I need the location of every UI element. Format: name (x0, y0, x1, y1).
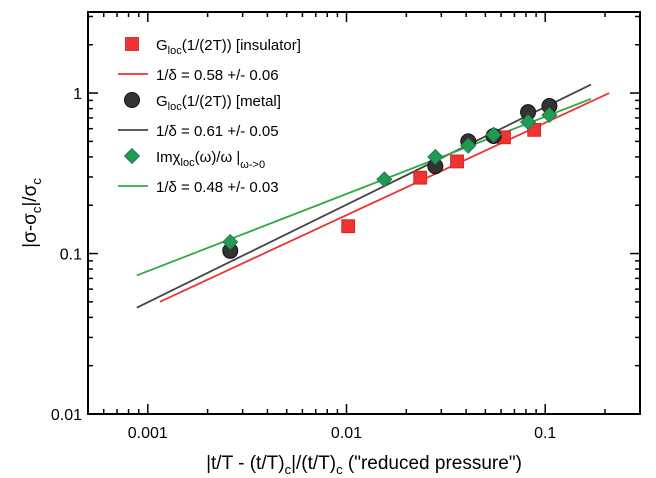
legend: Gloc(1/(2T)) [insulator] 1/δ = 0.58 +/- … (118, 37, 301, 196)
y-tick-label: 1 (73, 86, 82, 103)
y-tick-label: 0.1 (60, 247, 82, 264)
data-point-diamond (460, 137, 477, 154)
legend-marker-square (125, 37, 139, 51)
data-point-square (413, 170, 428, 185)
data-point-square (450, 154, 464, 169)
fit-line (136, 98, 592, 277)
fit-line (136, 83, 592, 309)
x-tick-label: 0.001 (128, 425, 168, 442)
x-tick-label: 0.01 (331, 425, 362, 442)
legend-swatches (118, 37, 148, 187)
y-tick-label: 0.01 (51, 407, 82, 424)
data-point-diamond (427, 148, 444, 165)
x-tick-label: 0.1 (534, 425, 556, 442)
data-points (222, 98, 558, 259)
data-point-diamond (520, 113, 537, 131)
data-point-diamond (541, 106, 558, 124)
legend-label-insulator-fit: 1/δ = 0.58 +/- 0.06 (156, 67, 279, 84)
data-point-square (341, 219, 356, 234)
legend-label-metal-fit: 1/δ = 0.61 +/- 0.05 (156, 123, 279, 140)
legend-marker-circle (124, 92, 140, 108)
data-point-diamond (485, 126, 502, 143)
data-point-diamond (222, 233, 239, 251)
y-axis-label: |σ-σc|/σc (20, 178, 44, 248)
legend-label-susceptibility: Imχloc(ω)/ω |ω->0 (156, 149, 265, 171)
plot-frame (87, 11, 641, 415)
data-point-diamond (376, 171, 393, 188)
fit-lines (136, 83, 610, 309)
legend-marker-diamond (123, 147, 141, 165)
axis-ticks (87, 12, 640, 415)
tick-labels: 0.001 0.01 0.1 0.01 0.1 1 (51, 86, 557, 442)
legend-label-susceptibility-fit: 1/δ = 0.48 +/- 0.03 (156, 179, 279, 196)
legend-label-insulator: Gloc(1/(2T)) [insulator] (156, 37, 301, 57)
legend-label-metal: Gloc(1/(2T)) [metal] (156, 93, 281, 113)
x-axis-label: |t/T - (t/T)c|/(t/T)c ("reduced pressure… (206, 453, 522, 477)
